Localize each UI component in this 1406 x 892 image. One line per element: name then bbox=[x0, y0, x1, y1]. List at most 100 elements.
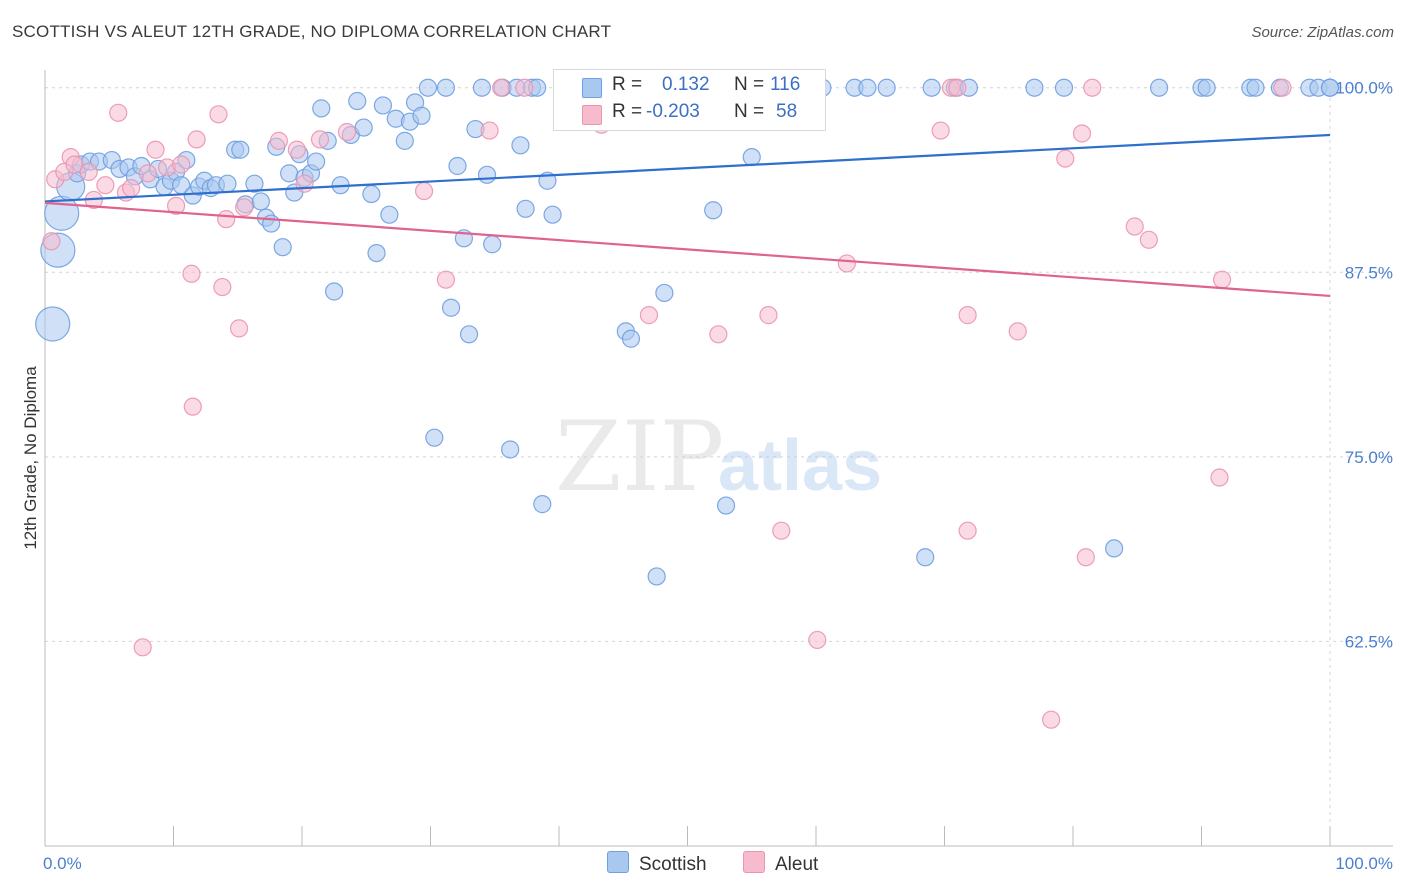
aleut-point bbox=[436, 270, 456, 289]
watermark-zip: ZIP bbox=[555, 401, 724, 513]
aleut-point bbox=[1273, 78, 1292, 97]
aleut-point bbox=[948, 78, 967, 97]
aleut-point bbox=[1056, 149, 1075, 168]
scottish-point bbox=[916, 548, 935, 567]
aleut-point bbox=[931, 121, 950, 140]
aleut-point bbox=[65, 155, 84, 174]
scottish-point bbox=[307, 152, 326, 171]
aleut-point bbox=[42, 232, 61, 251]
y-tick-label: 62.5% bbox=[1345, 632, 1393, 651]
scottish-point bbox=[742, 148, 761, 167]
scottish-point bbox=[354, 118, 373, 137]
aleut-legend-label: Aleut bbox=[775, 854, 819, 875]
scottish-point bbox=[1025, 78, 1044, 97]
scottish-point bbox=[704, 201, 723, 220]
scottish-point bbox=[716, 496, 736, 515]
aleut-point bbox=[1083, 78, 1102, 97]
chart-title: SCOTTISH VS ALEUT 12TH GRADE, NO DIPLOMA… bbox=[12, 22, 612, 41]
aleut-point bbox=[121, 179, 141, 198]
aleut-point bbox=[1072, 124, 1092, 143]
aleut-point bbox=[229, 319, 249, 338]
aleut-point bbox=[109, 103, 128, 122]
aleut-trend-line bbox=[44, 201, 1331, 298]
aleut-r-value: -0.203 bbox=[646, 101, 700, 122]
aleut-point bbox=[209, 105, 228, 124]
scottish-point bbox=[533, 495, 552, 514]
y-tick-label: 100.0% bbox=[1335, 79, 1393, 98]
aleut-swatch bbox=[582, 105, 602, 125]
scottish-point bbox=[280, 164, 299, 183]
scottish-point bbox=[621, 329, 641, 348]
trend-lines bbox=[44, 133, 1331, 298]
aleut-point bbox=[1042, 710, 1061, 729]
scottish-point bbox=[459, 325, 479, 344]
aleut-point bbox=[133, 638, 152, 657]
legend-row-aleut: R = -0.203 N = 58 bbox=[554, 101, 825, 127]
aleut-point bbox=[808, 630, 827, 650]
watermark: ZIP atlas bbox=[555, 401, 882, 513]
aleut-point bbox=[958, 306, 977, 325]
aleut-point bbox=[187, 130, 206, 149]
aleut-point bbox=[414, 181, 434, 201]
n-label: N = bbox=[734, 101, 765, 122]
y-tick-label: 75.0% bbox=[1345, 448, 1393, 467]
watermark-atlas: atlas bbox=[718, 426, 882, 506]
aleut-point bbox=[1139, 230, 1158, 249]
scottish-point bbox=[1105, 539, 1124, 558]
scottish-legend-label: Scottish bbox=[639, 854, 707, 875]
scottish-point bbox=[922, 78, 941, 97]
scottish-swatch bbox=[582, 78, 602, 98]
x-tick-label: 100.0% bbox=[1335, 854, 1393, 873]
scottish-trend-line bbox=[44, 133, 1331, 203]
scottish-point bbox=[312, 99, 331, 118]
source-label: Source: ZipAtlas.com bbox=[1251, 24, 1394, 41]
aleut-point bbox=[709, 325, 728, 344]
aleut-point bbox=[1008, 322, 1027, 341]
scottish-point bbox=[448, 156, 467, 176]
scottish-point bbox=[362, 184, 381, 204]
aleut-point bbox=[213, 277, 232, 297]
scottish-point bbox=[472, 78, 491, 97]
scottish-point bbox=[35, 306, 71, 342]
aleut-point bbox=[480, 121, 499, 140]
scottish-point bbox=[273, 238, 292, 257]
scottish-point bbox=[1149, 78, 1169, 97]
scottish-point bbox=[325, 282, 344, 301]
aleut-point bbox=[837, 254, 856, 273]
scottish-point bbox=[380, 205, 399, 224]
scottish-point bbox=[858, 78, 877, 97]
bottom-legend-aleut[interactable]: Aleut bbox=[743, 851, 818, 876]
aleut-point bbox=[515, 78, 534, 97]
aleut-point bbox=[759, 306, 778, 325]
scottish-point bbox=[262, 214, 281, 233]
scottish-point bbox=[1054, 78, 1074, 97]
data-points bbox=[35, 78, 1340, 729]
scottish-point bbox=[1320, 78, 1340, 97]
aleut-legend-swatch bbox=[743, 851, 765, 873]
scottish-point bbox=[348, 91, 367, 111]
aleut-point bbox=[183, 397, 202, 416]
aleut-point bbox=[269, 131, 288, 150]
scottish-point bbox=[395, 131, 414, 150]
aleut-point bbox=[492, 78, 511, 97]
scottish-point bbox=[511, 136, 530, 155]
scottish-point bbox=[231, 140, 250, 159]
aleut-point bbox=[1125, 217, 1144, 236]
scottish-point bbox=[418, 78, 438, 97]
scottish-point bbox=[543, 205, 562, 224]
legend-row-scottish: R = 0.132 N = 116 bbox=[554, 74, 825, 100]
scottish-legend-swatch bbox=[607, 851, 629, 873]
y-axis-title: 12th Grade, No Diploma bbox=[21, 366, 40, 550]
bottom-legend-scottish[interactable]: Scottish bbox=[607, 851, 707, 876]
scottish-r-value: 0.132 bbox=[662, 74, 710, 95]
scottish-point bbox=[501, 440, 520, 459]
stats-legend: R = 0.132 N = 116 R = -0.203 N = 58 bbox=[553, 69, 826, 131]
aleut-point bbox=[235, 198, 254, 217]
scottish-n-value: 116 bbox=[770, 74, 801, 95]
r-label: R = bbox=[612, 74, 643, 95]
aleut-point bbox=[217, 210, 236, 229]
scottish-point bbox=[425, 428, 444, 447]
scottish-point bbox=[251, 192, 270, 211]
scottish-point bbox=[218, 174, 237, 193]
